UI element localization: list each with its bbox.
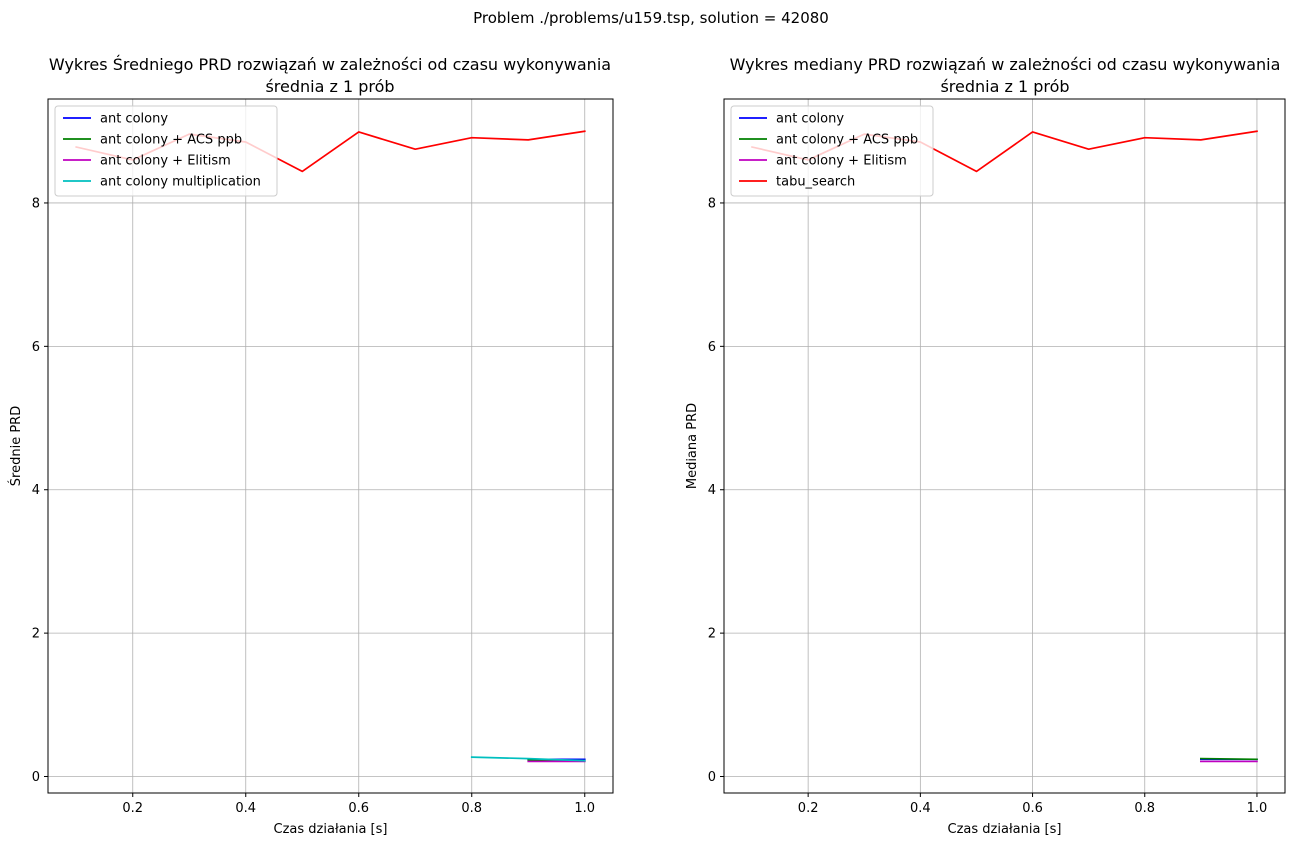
x-tick-label: 0.2 — [122, 801, 143, 816]
legend-entry: ant colony + Elitism — [100, 154, 231, 169]
x-tick-label: 0.4 — [235, 801, 256, 816]
y-tick-label: 6 — [32, 340, 40, 355]
y-tick-label: 6 — [708, 340, 716, 355]
legend-entry: ant colony + ACS ppb — [776, 133, 918, 148]
y-tick-label: 0 — [708, 770, 716, 785]
y-tick-label: 8 — [32, 196, 40, 211]
y-tick-label: 8 — [708, 196, 716, 211]
chart-title-line1: Wykres Średniego PRD rozwiązań w zależno… — [49, 55, 611, 74]
legend-entry: ant colony — [100, 112, 168, 127]
series-line-ant-colony-multiplication — [470, 756, 586, 762]
chart-title-line1: Wykres mediany PRD rozwiązań w zależnośc… — [730, 55, 1281, 74]
chart-title-line2: średnia z 1 prób — [265, 77, 394, 96]
legend-box — [730, 105, 934, 197]
legend-entry: ant colony + ACS ppb — [100, 133, 242, 148]
legend-entry: tabu_search — [776, 175, 855, 190]
legend-box — [54, 105, 278, 197]
y-tick-label: 4 — [708, 483, 716, 498]
x-tick-label: 0.2 — [798, 801, 819, 816]
chart-title-line2: średnia z 1 prób — [940, 77, 1069, 96]
x-tick-label: 0.6 — [348, 801, 369, 816]
plot-frame — [723, 98, 1286, 794]
x-tick-label: 1.0 — [574, 801, 595, 816]
y-tick-label: 0 — [32, 770, 40, 785]
chart-median-prd: Wykres mediany PRD rozwiązań w zależnośc… — [685, 55, 1286, 837]
legend-entry: ant colony — [776, 112, 844, 127]
y-tick-label: 4 — [32, 483, 40, 498]
series-line-ant-colony-acs-ppb — [1199, 757, 1258, 761]
x-tick-label: 0.8 — [461, 801, 482, 816]
x-tick-label: 0.4 — [910, 801, 931, 816]
y-tick-label: 2 — [708, 627, 716, 642]
x-tick-label: 0.6 — [1022, 801, 1043, 816]
chart-mean-prd: Wykres Średniego PRD rozwiązań w zależno… — [8, 55, 614, 837]
y-tick-label: 2 — [32, 627, 40, 642]
x-axis-label: Czas działania [s] — [274, 822, 388, 837]
legend-entry: ant colony multiplication — [100, 175, 261, 190]
plot-frame — [47, 98, 614, 794]
x-tick-label: 0.8 — [1134, 801, 1155, 816]
x-tick-label: 1.0 — [1247, 801, 1268, 816]
y-axis-label: Średnie PRD — [8, 406, 24, 486]
x-axis-label: Czas działania [s] — [948, 822, 1062, 837]
legend-entry: ant colony + Elitism — [776, 154, 907, 169]
y-axis-label: Mediana PRD — [685, 403, 700, 489]
figure-suptitle: Problem ./problems/u159.tsp, solution = … — [473, 9, 829, 27]
